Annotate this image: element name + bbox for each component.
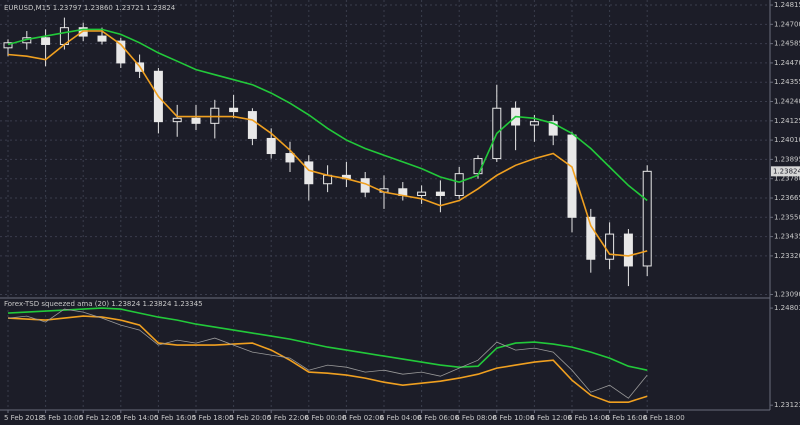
indicator-line <box>7 307 648 371</box>
x-tick-label: 5 Feb 14:00 <box>117 414 158 422</box>
indicator-line <box>7 308 648 399</box>
candle-body <box>548 121 558 136</box>
candle-body <box>285 153 295 163</box>
candle-body <box>417 191 427 196</box>
x-tick-label: 6 Feb 18:00 <box>643 414 684 422</box>
candle-body <box>229 107 239 113</box>
x-tick-label: 6 Feb 06:00 <box>418 414 459 422</box>
candle-body <box>473 158 483 175</box>
x-tick-label: 5 Feb 22:00 <box>267 414 308 422</box>
y-tick-label: 1.23895 <box>774 155 800 163</box>
x-tick-label: 5 Feb 16:00 <box>154 414 195 422</box>
x-tick-label: 6 Feb 08:00 <box>455 414 496 422</box>
candle-body <box>567 134 577 218</box>
candle-body <box>642 170 652 267</box>
x-tick-label: 6 Feb 02:00 <box>342 414 383 422</box>
y-tick-label: 1.24585 <box>774 40 800 48</box>
candle-body <box>191 117 201 124</box>
x-tick-label: 6 Feb 00:00 <box>305 414 346 422</box>
y-tick-label: 1.23435 <box>774 233 800 241</box>
candle-body <box>623 233 633 267</box>
labels: EURUSD,M15 1.23797 1.23860 1.23721 1.238… <box>4 1 800 422</box>
candle-body <box>210 107 220 124</box>
candle-body <box>435 191 445 196</box>
indicator-line <box>7 28 648 202</box>
candle-body <box>605 233 615 260</box>
candle-body <box>266 137 276 155</box>
x-tick-label: 6 Feb 14:00 <box>568 414 609 422</box>
x-tick-label: 5 Feb 20:00 <box>230 414 271 422</box>
candle-body <box>454 173 464 196</box>
candle-body <box>172 117 182 123</box>
current-price-box <box>771 166 800 177</box>
y-tick-label: 1.23550 <box>774 213 800 221</box>
candle-body <box>586 216 596 260</box>
indicator-title: Forex-TSD squeezed ama (20) 1.23824 1.23… <box>4 300 203 308</box>
candle-body <box>247 111 257 139</box>
x-tick-label: 6 Feb 16:00 <box>606 414 647 422</box>
current-price-label: 1.23824 <box>773 167 800 175</box>
candle-body <box>304 161 314 185</box>
x-tick-label: 5 Feb 10:00 <box>42 414 83 422</box>
indicator-line <box>7 30 648 257</box>
x-tick-label: 5 Feb 12:00 <box>79 414 120 422</box>
y-tick-label: 1.24355 <box>774 78 800 86</box>
y-tick-label: 1.24700 <box>774 20 800 28</box>
y-tick-label: 1.23665 <box>774 194 800 202</box>
y-tick-label: 1.24803 <box>774 304 800 312</box>
chart-title: EURUSD,M15 1.23797 1.23860 1.23721 1.238… <box>4 4 176 12</box>
x-tick-label: 6 Feb 12:00 <box>530 414 571 422</box>
y-tick-label: 1.24240 <box>774 98 800 106</box>
candle-body <box>41 37 51 45</box>
y-tick-label: 1.24815 <box>774 1 800 9</box>
indicator-line <box>7 315 648 403</box>
y-tick-label: 1.23320 <box>774 252 800 260</box>
candle-body <box>529 121 539 126</box>
x-tick-label: 5 Feb 2018 <box>4 414 43 422</box>
candle-body <box>97 35 107 42</box>
y-tick-label: 1.23123 <box>774 401 800 409</box>
candle-body <box>3 42 13 49</box>
x-tick-label: 5 Feb 18:00 <box>192 414 233 422</box>
y-tick-label: 1.24125 <box>774 117 800 125</box>
y-tick-label: 1.24470 <box>774 59 800 67</box>
x-tick-label: 6 Feb 04:00 <box>380 414 421 422</box>
y-tick-label: 1.23780 <box>774 175 800 183</box>
candle-body <box>116 40 126 64</box>
y-tick-label: 1.23090 <box>774 290 800 298</box>
y-tick-label: 1.24010 <box>774 136 800 144</box>
x-tick-label: 6 Feb 10:00 <box>493 414 534 422</box>
marks <box>3 17 652 403</box>
